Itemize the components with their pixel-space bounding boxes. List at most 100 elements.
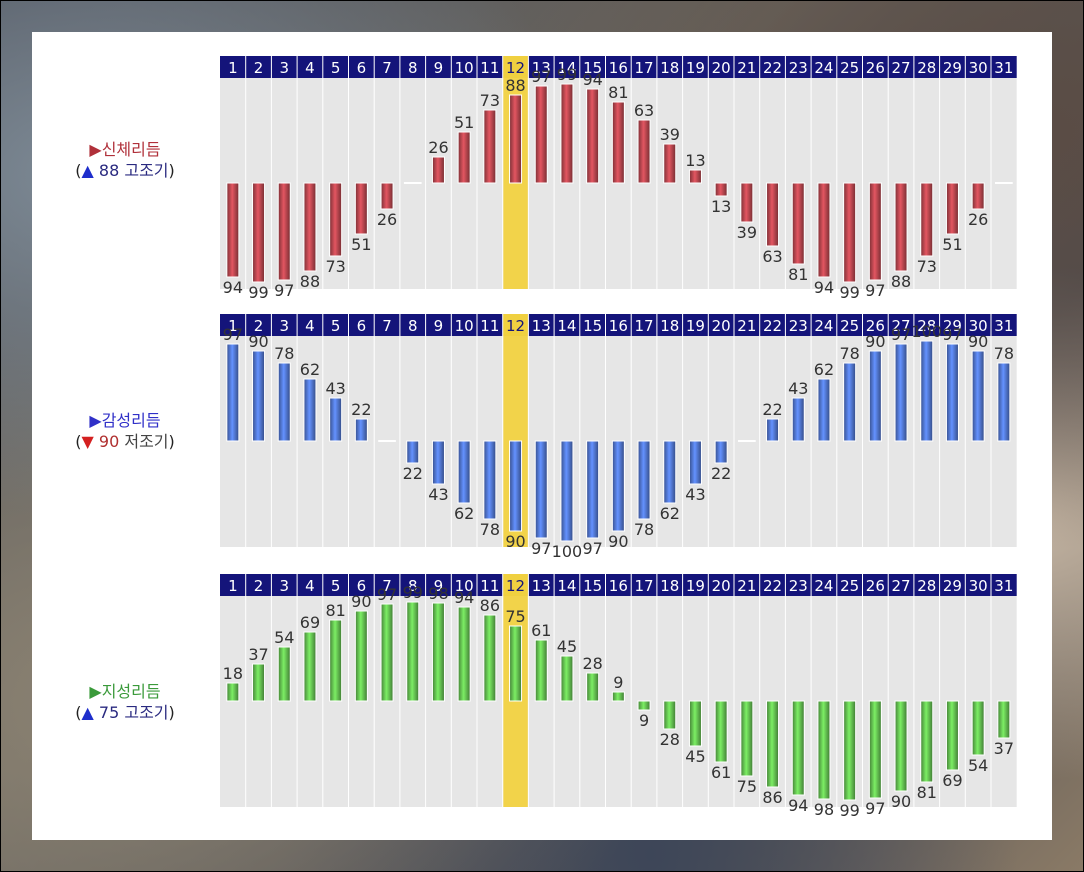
day-label: 31 — [994, 317, 1013, 335]
rhythm-bar — [380, 603, 394, 702]
day-label: 18 — [660, 317, 679, 335]
day-label: 8 — [408, 577, 418, 595]
rhythm-bar — [817, 700, 831, 800]
day-label: 23 — [789, 577, 808, 595]
day-label: 22 — [763, 317, 782, 335]
day-header-bar — [220, 56, 1017, 78]
rhythm-bar — [406, 601, 420, 702]
day-label: 28 — [917, 577, 936, 595]
rhythm-bar — [611, 440, 625, 532]
day-header-bar — [220, 574, 1017, 596]
bar-value-label: 54 — [274, 628, 294, 647]
day-label: 8 — [408, 59, 418, 77]
day-label: 24 — [814, 577, 833, 595]
bar-value-label: 63 — [634, 101, 654, 120]
bar-value-label: 81 — [608, 83, 628, 102]
bar-value-label: 61 — [711, 763, 731, 782]
rhythm-bar — [971, 182, 985, 210]
bar-value-label: 28 — [582, 654, 602, 673]
bar-value-label: 18 — [223, 664, 243, 683]
day-label: 4 — [305, 317, 315, 335]
day-label: 19 — [686, 59, 705, 77]
bar-value-label: 97 — [582, 539, 602, 558]
rhythm-bar — [586, 672, 600, 702]
rhythm-bar — [997, 700, 1011, 739]
header-highlight-day — [502, 574, 529, 596]
day-label: 25 — [840, 59, 859, 77]
bar-value-label: 37 — [248, 645, 268, 664]
day-label: 18 — [660, 59, 679, 77]
day-label: 3 — [279, 317, 289, 335]
day-label: 24 — [814, 59, 833, 77]
day-label: 26 — [866, 317, 885, 335]
bar-value-label: 62 — [660, 504, 680, 523]
day-label: 16 — [609, 317, 628, 335]
day-label: 2 — [254, 317, 264, 335]
day-label: 16 — [609, 59, 628, 77]
biorhythm-charts-svg: 1 2 3 4 5 6 7 8 9 10 11 12 13 14 15 16 17 18 19 20 21 22 23 24 2… — [220, 56, 1017, 820]
day-label: 2 — [254, 59, 264, 77]
rhythm-bar — [817, 182, 831, 278]
bar-value-label: 97 — [891, 325, 911, 344]
bar-value-label: 97 — [865, 799, 885, 818]
day-label: 25 — [840, 577, 859, 595]
day-label: 7 — [382, 577, 392, 595]
day-label: 6 — [357, 59, 367, 77]
bar-value-label: 78 — [839, 344, 859, 363]
day-label: 17 — [635, 59, 654, 77]
rhythm-bar — [586, 88, 600, 184]
day-label: 14 — [557, 317, 576, 335]
rhythm-status: (▲ 75 고조기) — [32, 702, 218, 723]
bar-value-label: 78 — [480, 520, 500, 539]
rhythm-bar — [817, 378, 831, 442]
rhythm-bar — [894, 182, 908, 272]
rhythm-bar — [277, 182, 291, 281]
rhythm-bar — [663, 440, 677, 504]
status-close-paren: ) — [168, 703, 175, 722]
rhythm-bar — [560, 83, 574, 184]
zero-marker — [378, 440, 396, 442]
bar-value-label: 73 — [325, 257, 345, 276]
bar-value-label: 81 — [325, 601, 345, 620]
rhythm-bar — [329, 182, 343, 257]
day-label: 29 — [943, 317, 962, 335]
rhythm-bar — [766, 700, 780, 788]
rhythm-bar — [740, 700, 754, 777]
bar-value-label: 45 — [557, 637, 577, 656]
bar-value-label: 22 — [351, 400, 371, 419]
bar-value-label: 97 — [531, 539, 551, 558]
day-label: 6 — [357, 317, 367, 335]
rhythm-bar — [637, 700, 651, 711]
day-label: 27 — [892, 577, 911, 595]
day-label: 4 — [305, 577, 315, 595]
day-label: 27 — [892, 317, 911, 335]
rhythm-bar — [945, 700, 959, 771]
day-label: 11 — [480, 317, 499, 335]
status-text: 고조기 — [124, 703, 169, 722]
day-label: 29 — [943, 59, 962, 77]
rhythm-bar — [303, 182, 317, 272]
status-arrow-icon: ▼ — [81, 432, 94, 451]
bar-value-label: 9 — [613, 673, 623, 692]
rhythm-bar — [406, 440, 420, 464]
day-label: 22 — [763, 577, 782, 595]
rhythm-bar — [714, 700, 728, 763]
rhythm-bar — [971, 700, 985, 756]
physical-rhythm-label: ▶신체리듬 (▲ 88 고조기) — [32, 139, 218, 181]
header-highlight-day — [502, 314, 529, 336]
rhythm-bar — [971, 350, 985, 442]
day-label: 12 — [506, 577, 525, 595]
day-label: 27 — [892, 59, 911, 77]
day-label: 8 — [408, 317, 418, 335]
day-label: 4 — [305, 59, 315, 77]
rhythm-bar — [509, 440, 523, 532]
rhythm-bar — [560, 440, 574, 542]
rhythm-bar — [663, 143, 677, 184]
status-value: 88 — [98, 161, 120, 180]
rhythm-bar — [431, 602, 445, 702]
bar-value-label: 97 — [223, 325, 243, 344]
bar-value-label: 99 — [839, 801, 859, 820]
rhythm-bar — [688, 700, 702, 747]
status-open-paren: ( — [75, 161, 82, 180]
bar-value-label: 78 — [634, 520, 654, 539]
